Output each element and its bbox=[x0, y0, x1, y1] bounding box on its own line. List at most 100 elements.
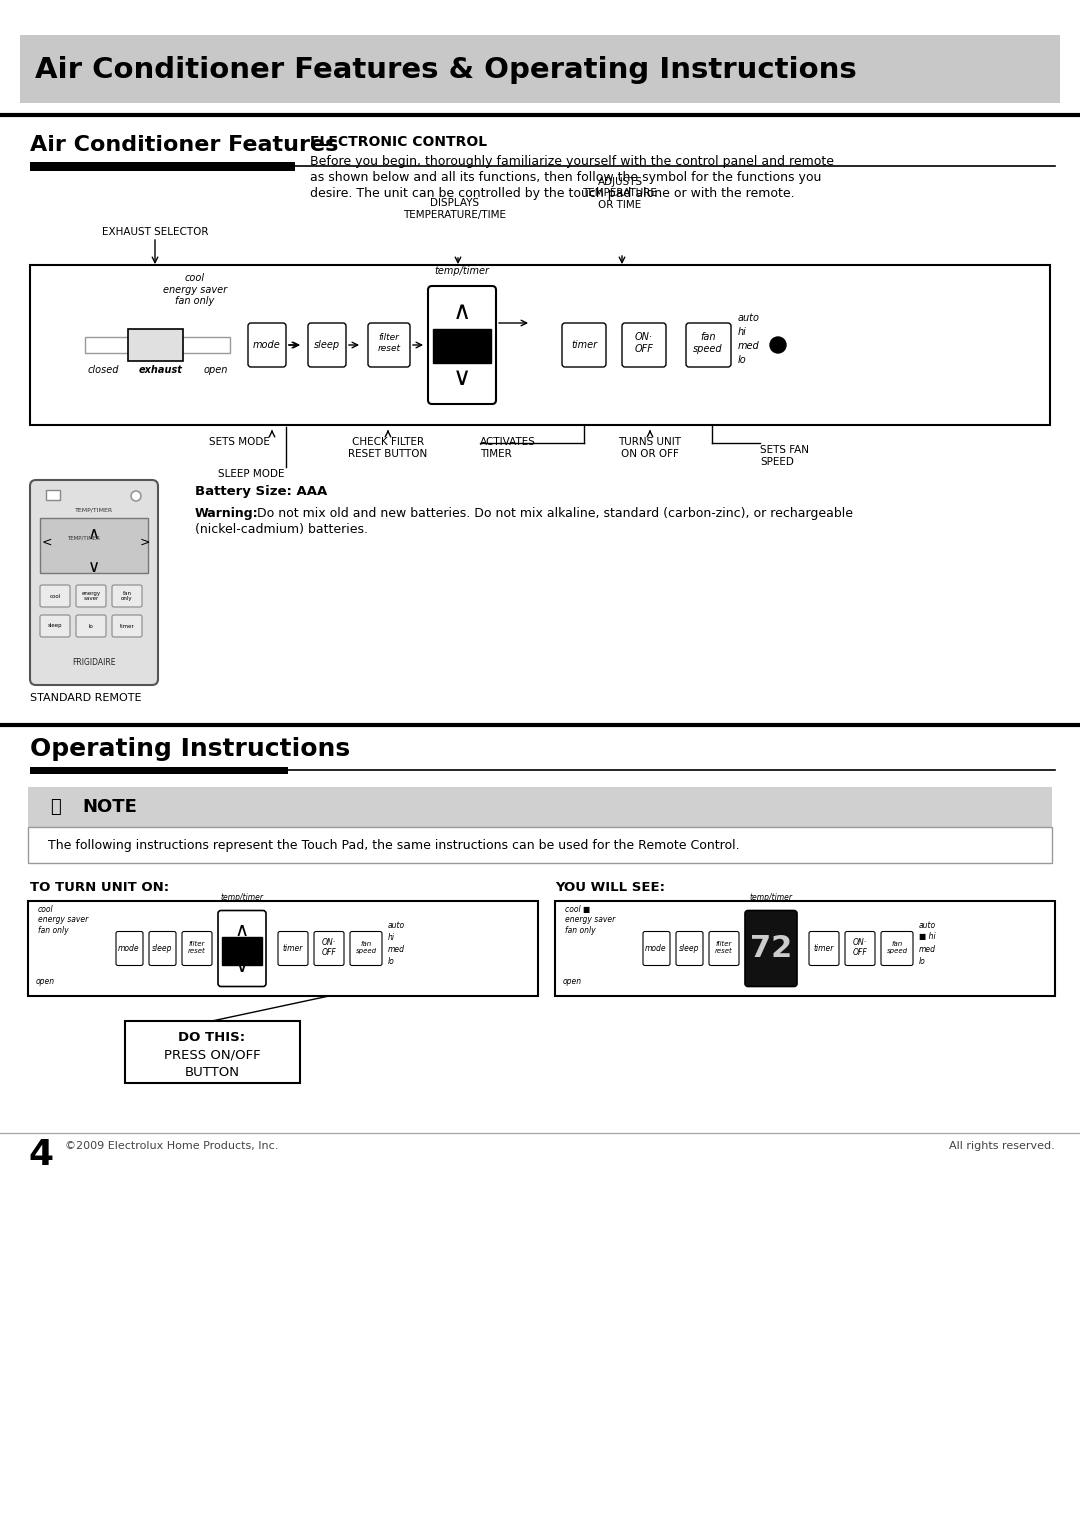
FancyBboxPatch shape bbox=[116, 931, 143, 965]
Text: temp/timer: temp/timer bbox=[220, 893, 264, 902]
FancyBboxPatch shape bbox=[40, 615, 70, 637]
Text: timer: timer bbox=[283, 944, 303, 953]
FancyBboxPatch shape bbox=[622, 324, 666, 366]
Text: cool
energy saver
fan only: cool energy saver fan only bbox=[163, 273, 227, 307]
Bar bbox=[28, 786, 1052, 828]
Text: The following instructions represent the Touch Pad, the same instructions can be: The following instructions represent the… bbox=[48, 838, 740, 852]
Text: FRIGIDAIRE: FRIGIDAIRE bbox=[72, 658, 116, 667]
FancyBboxPatch shape bbox=[676, 931, 703, 965]
Text: DO THIS:: DO THIS: bbox=[178, 1031, 245, 1044]
FancyBboxPatch shape bbox=[745, 910, 797, 986]
Text: filter
reset: filter reset bbox=[378, 333, 401, 353]
Text: ∧: ∧ bbox=[234, 921, 249, 939]
Text: lo: lo bbox=[738, 354, 746, 365]
Text: med: med bbox=[388, 945, 405, 953]
Text: sleep: sleep bbox=[314, 341, 340, 350]
FancyBboxPatch shape bbox=[30, 479, 158, 686]
FancyBboxPatch shape bbox=[368, 324, 410, 366]
FancyBboxPatch shape bbox=[76, 615, 106, 637]
Text: All rights reserved.: All rights reserved. bbox=[949, 1141, 1055, 1151]
Text: ∨: ∨ bbox=[87, 557, 100, 576]
Text: ELECTRONIC CONTROL: ELECTRONIC CONTROL bbox=[310, 134, 487, 150]
Text: filter
reset: filter reset bbox=[188, 941, 206, 954]
FancyBboxPatch shape bbox=[112, 615, 141, 637]
Text: TEMP/TIMER: TEMP/TIMER bbox=[75, 508, 113, 513]
Bar bbox=[40, 518, 148, 573]
Text: EXHAUST SELECTOR: EXHAUST SELECTOR bbox=[102, 228, 208, 237]
FancyBboxPatch shape bbox=[845, 931, 875, 965]
Text: ON·
OFF: ON· OFF bbox=[322, 938, 336, 957]
Text: NOTE: NOTE bbox=[82, 799, 137, 815]
Bar bbox=[28, 901, 538, 996]
Text: temp/timer: temp/timer bbox=[434, 266, 489, 276]
Text: fan
speed: fan speed bbox=[887, 941, 907, 954]
Text: temp/timer: temp/timer bbox=[750, 893, 793, 902]
FancyBboxPatch shape bbox=[314, 931, 345, 965]
Text: timer: timer bbox=[571, 341, 597, 350]
Text: 72: 72 bbox=[750, 935, 792, 964]
Bar bbox=[222, 936, 262, 965]
Text: ADJUSTS
TEMPERATURE
OR TIME: ADJUSTS TEMPERATURE OR TIME bbox=[582, 177, 658, 211]
Text: Battery Size: AAA: Battery Size: AAA bbox=[195, 486, 327, 498]
Bar bbox=[30, 162, 295, 171]
Text: STANDARD REMOTE: STANDARD REMOTE bbox=[30, 693, 141, 702]
Text: med: med bbox=[738, 341, 759, 351]
FancyBboxPatch shape bbox=[76, 585, 106, 608]
Text: ON·
OFF: ON· OFF bbox=[635, 333, 653, 354]
Text: ON·
OFF: ON· OFF bbox=[852, 938, 867, 957]
Text: as shown below and all its functions, then follow the symbol for the functions y: as shown below and all its functions, th… bbox=[310, 171, 822, 183]
Text: Do not mix old and new batteries. Do not mix alkaline, standard (carbon-zinc), o: Do not mix old and new batteries. Do not… bbox=[253, 507, 853, 521]
Text: lo: lo bbox=[388, 956, 395, 965]
Text: sleep: sleep bbox=[152, 944, 172, 953]
Text: lo: lo bbox=[89, 623, 94, 629]
FancyBboxPatch shape bbox=[881, 931, 913, 965]
Text: Air Conditioner Features & Operating Instructions: Air Conditioner Features & Operating Ins… bbox=[35, 56, 856, 84]
Text: ∧: ∧ bbox=[453, 299, 471, 324]
FancyBboxPatch shape bbox=[218, 910, 266, 986]
Text: timer: timer bbox=[120, 623, 134, 629]
Text: desire. The unit can be controlled by the touch pad alone or with the remote.: desire. The unit can be controlled by th… bbox=[310, 186, 795, 200]
Text: hi: hi bbox=[388, 933, 395, 942]
Text: ∨: ∨ bbox=[234, 957, 249, 976]
FancyBboxPatch shape bbox=[183, 931, 212, 965]
Bar bbox=[46, 490, 60, 499]
Text: CHECK FILTER
RESET BUTTON: CHECK FILTER RESET BUTTON bbox=[349, 437, 428, 458]
Bar bbox=[30, 266, 1050, 425]
Text: ■ hi: ■ hi bbox=[919, 933, 935, 942]
Text: Warning:: Warning: bbox=[195, 507, 258, 521]
Text: Air Conditioner Features: Air Conditioner Features bbox=[30, 134, 338, 156]
FancyBboxPatch shape bbox=[643, 931, 670, 965]
FancyBboxPatch shape bbox=[350, 931, 382, 965]
Text: >: > bbox=[140, 536, 150, 548]
Bar bbox=[129, 328, 183, 360]
Bar bbox=[433, 328, 491, 363]
Text: SETS FAN
SPEED: SETS FAN SPEED bbox=[760, 444, 809, 467]
Text: ∨: ∨ bbox=[453, 366, 471, 389]
FancyBboxPatch shape bbox=[308, 324, 346, 366]
Text: auto: auto bbox=[919, 921, 936, 930]
Text: auto: auto bbox=[388, 921, 405, 930]
Text: cool: cool bbox=[50, 594, 60, 599]
Bar bbox=[30, 767, 288, 774]
FancyBboxPatch shape bbox=[248, 324, 286, 366]
FancyBboxPatch shape bbox=[562, 324, 606, 366]
Text: open: open bbox=[204, 365, 228, 376]
Text: cool
energy saver
fan only: cool energy saver fan only bbox=[38, 906, 89, 935]
Circle shape bbox=[131, 492, 141, 501]
Bar bbox=[21, 35, 1059, 102]
Text: DISPLAYS
TEMPERATURE/TIME: DISPLAYS TEMPERATURE/TIME bbox=[404, 199, 507, 220]
Text: hi: hi bbox=[738, 327, 747, 337]
Text: <: < bbox=[42, 536, 53, 548]
FancyBboxPatch shape bbox=[686, 324, 731, 366]
Text: closed: closed bbox=[87, 365, 120, 376]
Bar bbox=[28, 828, 1052, 863]
Text: YOU WILL SEE:: YOU WILL SEE: bbox=[555, 881, 665, 893]
Text: mode: mode bbox=[645, 944, 666, 953]
Text: TEMP/TIMER: TEMP/TIMER bbox=[67, 534, 100, 541]
FancyBboxPatch shape bbox=[149, 931, 176, 965]
Text: 📌: 📌 bbox=[50, 799, 60, 815]
Bar bbox=[85, 337, 230, 353]
Text: (nickel-cadmium) batteries.: (nickel-cadmium) batteries. bbox=[195, 524, 368, 536]
Text: cool ■
energy saver
fan only: cool ■ energy saver fan only bbox=[565, 906, 616, 935]
Text: BUTTON: BUTTON bbox=[185, 1066, 240, 1080]
